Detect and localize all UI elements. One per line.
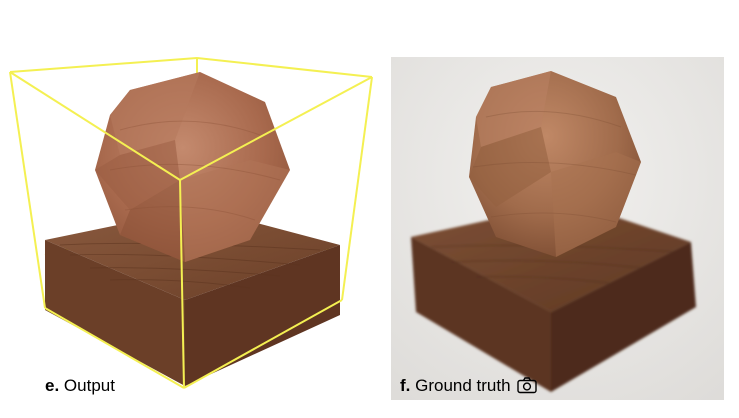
wood-gem bbox=[95, 72, 290, 262]
output-render bbox=[9, 57, 373, 389]
ground-truth-caption-label: Ground truth bbox=[415, 376, 511, 395]
ground-truth-caption-letter: f. bbox=[400, 376, 411, 395]
output-caption-letter: e. bbox=[45, 376, 60, 395]
bounding-box-front bbox=[9, 71, 373, 389]
camera-icon bbox=[517, 377, 538, 394]
output-caption: e. Output bbox=[45, 376, 115, 396]
photo-wood-gem bbox=[469, 71, 641, 257]
ground-truth-panel bbox=[391, 57, 724, 400]
photo-wood-base bbox=[411, 202, 696, 392]
output-panel bbox=[0, 40, 385, 400]
ground-truth-caption: f. Ground truth bbox=[400, 376, 538, 396]
output-caption-label: Output bbox=[63, 376, 115, 395]
ground-truth-photo bbox=[391, 57, 724, 400]
